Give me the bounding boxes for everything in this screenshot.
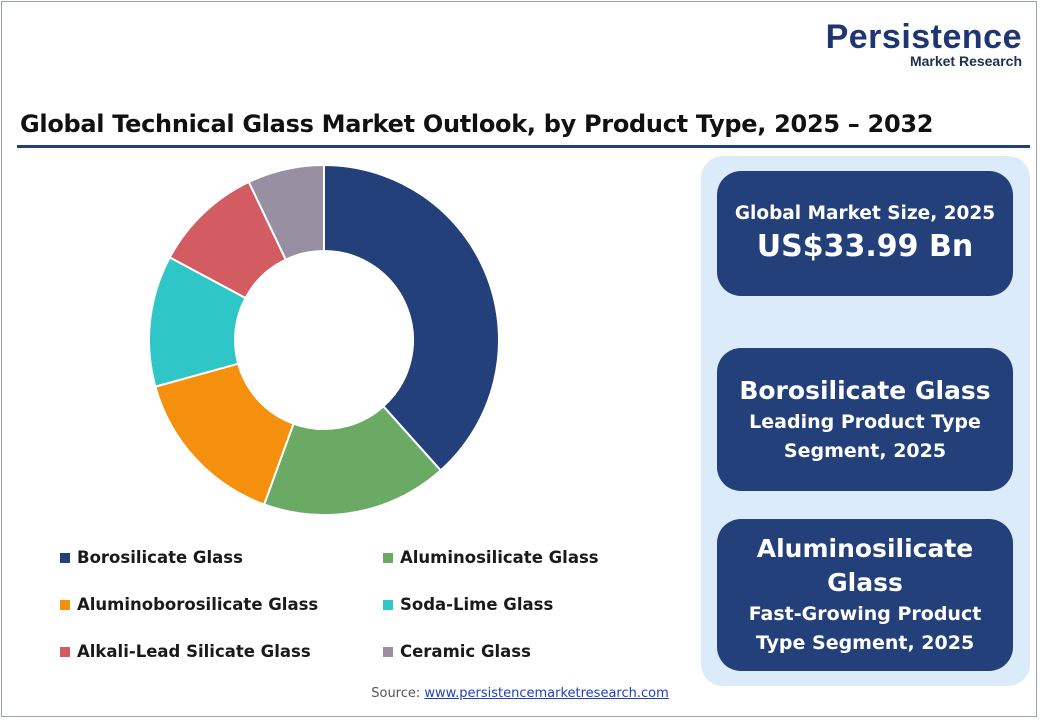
market-size-label: Global Market Size, 2025 [734, 202, 996, 224]
legend-label: Aluminosilicate Glass [400, 548, 599, 567]
leading-segment-line1: Leading Product Type [749, 410, 981, 433]
legend-item-alkali-lead-silicate-glass: Alkali-Lead Silicate Glass [60, 642, 311, 661]
legend-label: Soda-Lime Glass [400, 595, 554, 614]
fastest-segment-card: Aluminosilicate Glass Fast-Growing Produ… [717, 519, 1013, 671]
slice-aluminoborosilicate-glass [154, 362, 295, 506]
legend-swatch [60, 646, 70, 657]
legend-label: Alkali-Lead Silicate Glass [77, 642, 311, 661]
logo-sub-text: Market Research [909, 53, 1022, 69]
fastest-segment-name-line2: Glass [827, 568, 903, 597]
legend-swatch [383, 552, 393, 563]
legend-item-ceramic-glass: Ceramic Glass [383, 642, 531, 661]
logo-main-text: Persistence [825, 18, 1022, 56]
legend-swatch [60, 599, 70, 610]
leading-segment-name: Borosilicate Glass [739, 375, 991, 405]
legend-item-aluminosilicate-glass: Aluminosilicate Glass [383, 548, 599, 567]
source-note: Source: www.persistencemarketresearch.co… [0, 686, 1040, 701]
legend-swatch [60, 552, 70, 563]
legend-label: Aluminoborosilicate Glass [77, 595, 319, 614]
fastest-segment-name-line1: Aluminosilicate [756, 534, 974, 563]
leading-segment-card: Borosilicate Glass Leading Product Type … [717, 348, 1013, 491]
legend-item-borosilicate-glass: Borosilicate Glass [60, 548, 243, 567]
legend-item-soda-lime-glass: Soda-Lime Glass [383, 595, 553, 614]
donut-chart [148, 163, 500, 516]
legend-label: Ceramic Glass [400, 642, 531, 661]
slice-aluminosilicate-glass [262, 404, 443, 516]
fastest-segment-line2: Type Segment, 2025 [755, 632, 975, 654]
title-divider [17, 145, 1030, 148]
source-prefix: Source: [371, 686, 421, 701]
highlights-panel: Global Market Size, 2025 US$33.99 Bn Bor… [701, 156, 1030, 686]
market-size-value: US$33.99 Bn [756, 228, 974, 264]
fastest-segment-line1: Fast-Growing Product [748, 603, 982, 625]
slice-ceramic-glass [247, 163, 325, 261]
brand-logo: Persistence Market Research [826, 20, 1022, 69]
source-link[interactable]: www.persistencemarketresearch.com [424, 686, 669, 701]
legend-swatch [383, 646, 393, 657]
slice-borosilicate-glass [323, 163, 500, 472]
chart-title: Global Technical Glass Market Outlook, b… [20, 110, 934, 138]
market-size-card: Global Market Size, 2025 US$33.99 Bn [717, 171, 1013, 296]
legend-swatch [383, 599, 393, 610]
legend-item-aluminoborosilicate-glass: Aluminoborosilicate Glass [60, 595, 318, 614]
legend-label: Borosilicate Glass [77, 548, 243, 567]
leading-segment-line2: Segment, 2025 [783, 439, 947, 462]
